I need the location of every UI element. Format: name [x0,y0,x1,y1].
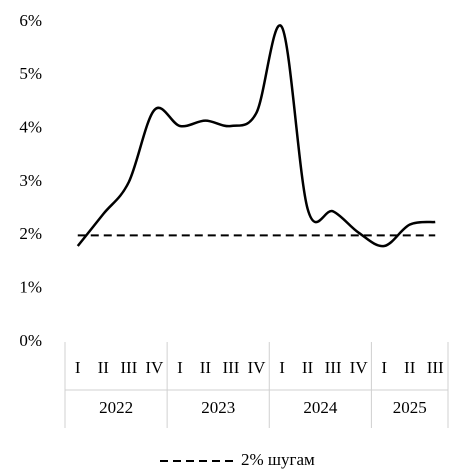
y-tick-label: 1% [19,278,42,297]
group-label: 2022 [99,398,133,417]
x-tick-label: III [325,358,342,377]
x-tick-label: I [279,358,285,377]
x-tick-label: III [120,358,137,377]
x-tick-label: IV [248,358,267,377]
x-tick-label: II [302,358,314,377]
y-tick-label: 0% [19,331,42,350]
group-label: 2023 [201,398,235,417]
x-tick-label: IV [350,358,369,377]
x-tick-label: I [381,358,387,377]
x-tick-label: I [75,358,81,377]
y-tick-label: 6% [19,11,42,30]
x-tick-label: III [427,358,444,377]
x-tick-label: II [404,358,416,377]
y-tick-label: 3% [19,171,42,190]
legend-label: 2% шугам [241,450,315,469]
x-tick-label: III [222,358,239,377]
group-label: 2024 [303,398,338,417]
x-tick-label: I [177,358,183,377]
x-tick-label: II [200,358,212,377]
x-tick-label: II [98,358,110,377]
y-tick-label: 4% [19,118,42,137]
x-tick-label: IV [145,358,164,377]
y-tick-label: 2% [19,224,42,243]
series-line [76,24,436,248]
group-label: 2025 [393,398,427,417]
y-tick-label: 5% [19,64,42,83]
